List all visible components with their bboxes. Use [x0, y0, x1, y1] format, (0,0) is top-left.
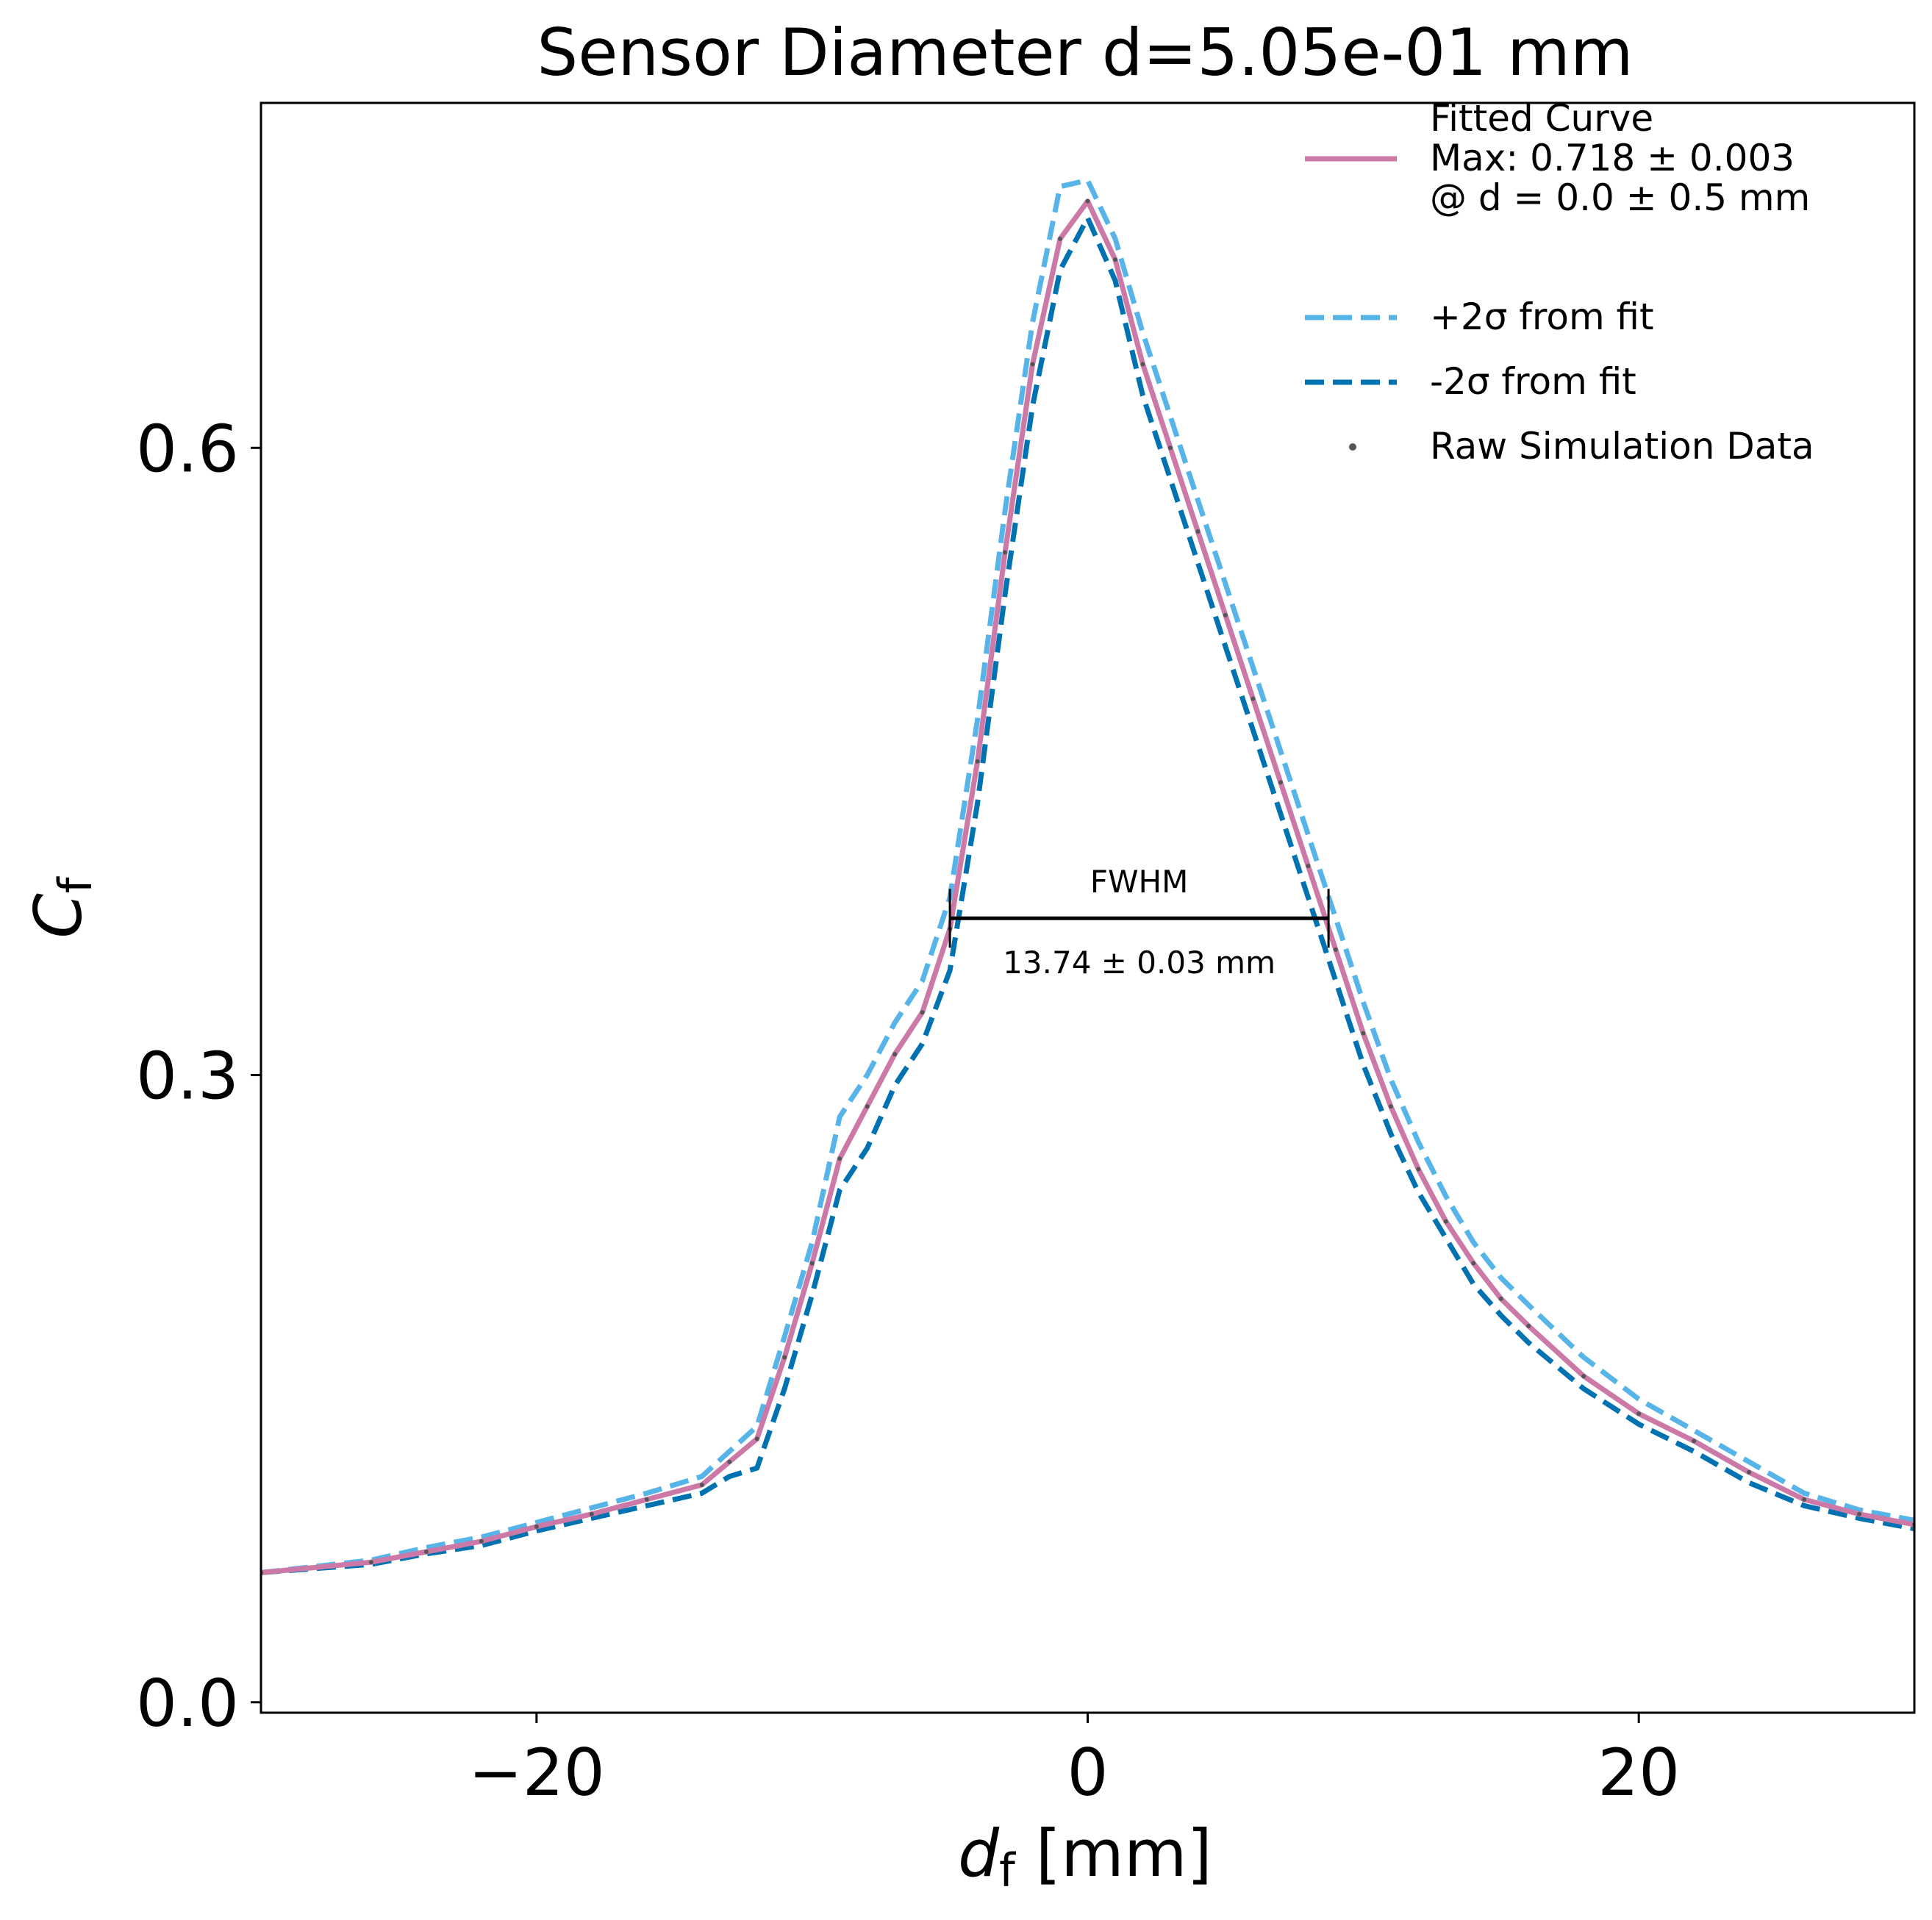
series-line-fitted-curve [261, 198, 1914, 1575]
raw-data-point [1306, 864, 1311, 869]
raw-data-point [368, 1560, 373, 1565]
x-tick-label: 20 [1598, 1735, 1680, 1810]
raw-data-point [699, 1482, 704, 1487]
raw-data-point [644, 1497, 649, 1502]
fwhm-annotation: FWHM 13.74 ± 0.03 mm [948, 864, 1330, 981]
raw-data-point [1443, 1219, 1448, 1224]
fwhm-value: 13.74 ± 0.03 mm [1003, 945, 1276, 981]
raw-data-point [754, 1436, 759, 1441]
raw-data-point [1471, 1261, 1476, 1266]
legend-entry-text: @ d = 0.0 ± 0.5 mm [1430, 176, 1810, 219]
x-axis-label: df [mm] [958, 1816, 1212, 1897]
legend-symbol-dot [1349, 443, 1356, 451]
legend-entry-text: Raw Simulation Data [1430, 425, 1814, 468]
raw-data-point [1251, 696, 1256, 701]
y-tick-label: 0.3 [136, 1039, 239, 1114]
raw-data-point [1085, 198, 1090, 204]
raw-data-point [1388, 1104, 1393, 1109]
x-axis-label-sub: f [999, 1844, 1017, 1897]
raw-data-point [809, 1261, 815, 1266]
raw-data-point [1857, 1511, 1862, 1516]
raw-data-point [1636, 1411, 1642, 1416]
raw-data-point [1058, 236, 1063, 241]
fwhm-label: FWHM [1090, 864, 1189, 900]
y-tick-label: 0.0 [136, 1666, 239, 1741]
series-layer [261, 177, 1914, 1575]
raw-data-point [1747, 1469, 1752, 1475]
x-tick-label: 0 [1067, 1735, 1109, 1810]
raw-data-point [1802, 1497, 1807, 1502]
raw-data-point [1498, 1296, 1503, 1301]
y-axis-label: Cf [21, 875, 102, 938]
raw-data-point [1333, 947, 1338, 952]
raw-data-point [727, 1459, 732, 1464]
raw-data-point [1223, 612, 1228, 617]
raw-data-point [837, 1156, 842, 1161]
series-line-2-from-fit [261, 177, 1914, 1575]
raw-data-point [892, 1052, 898, 1057]
legend-entry-text: Fitted Curve [1430, 97, 1653, 140]
y-tick-label: 0.6 [136, 411, 239, 487]
raw-data-point [1112, 257, 1117, 262]
raw-data-point [1692, 1439, 1697, 1444]
raw-data-point [865, 1104, 870, 1109]
raw-data-point [1361, 1031, 1366, 1036]
plot-frame [260, 101, 1916, 1714]
series-line-2-from-fit [261, 215, 1914, 1575]
raw-data-point [1195, 529, 1201, 534]
raw-data-point [1030, 362, 1035, 367]
chart-title: Sensor Diameter d=5.05e-01 mm [537, 15, 1633, 90]
x-axis-label-main: d [958, 1816, 1000, 1891]
legend-entry-text: Max: 0.718 ± 0.003 [1430, 137, 1795, 179]
raw-data-point [1003, 550, 1008, 555]
y-axis-label-sub: f [49, 875, 102, 893]
raw-data-point [589, 1511, 594, 1516]
raw-data-point [423, 1550, 429, 1554]
raw-data-point [1526, 1323, 1531, 1328]
raw-data-point [479, 1538, 484, 1544]
raw-data-point [1581, 1374, 1586, 1379]
raw-data-point [1416, 1167, 1421, 1172]
raw-data-point [534, 1524, 539, 1529]
y-axis-ticks: 0.0 0.3 0.6 [136, 411, 261, 1741]
raw-data-point [1278, 780, 1283, 785]
y-axis-label-main: C [21, 893, 96, 939]
x-axis-ticks: −20 0 20 [468, 1713, 1680, 1810]
legend-entry-text: +2σ from fit [1430, 295, 1654, 338]
raw-data-point [782, 1355, 787, 1360]
x-tick-label: −20 [468, 1735, 605, 1810]
raw-data-point [975, 759, 980, 764]
legend-entry-text: -2σ from fit [1430, 360, 1636, 403]
raw-data-point [1140, 362, 1145, 367]
raw-data-point [1167, 445, 1173, 451]
x-axis-label-unit: [mm] [1015, 1816, 1212, 1891]
raw-data-point [920, 1010, 925, 1015]
